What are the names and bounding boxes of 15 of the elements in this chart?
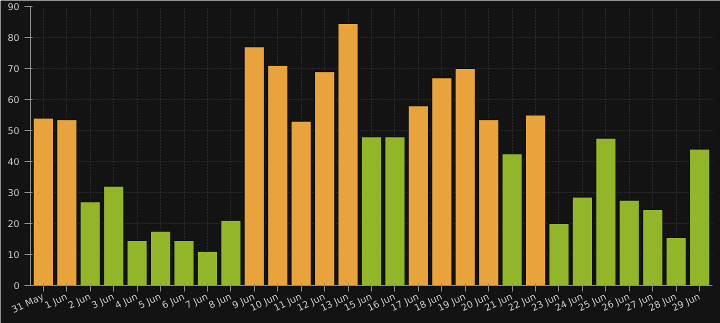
y-tick-label: 50 bbox=[8, 126, 20, 137]
y-tick-label: 40 bbox=[8, 157, 20, 168]
y-tick-label: 70 bbox=[8, 64, 20, 75]
y-tick-label: 60 bbox=[8, 95, 20, 106]
x-tick-label: 7 Jun bbox=[184, 291, 210, 312]
x-tick-label: 8 Jun bbox=[207, 291, 234, 312]
y-tick-label: 10 bbox=[8, 250, 20, 261]
x-tick-label: 3 Jun bbox=[90, 291, 116, 312]
y-tick-label: 30 bbox=[8, 188, 20, 199]
y-tick-label: 0 bbox=[14, 281, 20, 292]
x-tick-label: 2 Jun bbox=[66, 291, 93, 312]
y-tick-label: 80 bbox=[8, 33, 20, 44]
x-tick-label: 6 Jun bbox=[160, 291, 186, 312]
y-tick-label: 20 bbox=[8, 219, 20, 230]
y-tick-label: 90 bbox=[8, 2, 20, 13]
